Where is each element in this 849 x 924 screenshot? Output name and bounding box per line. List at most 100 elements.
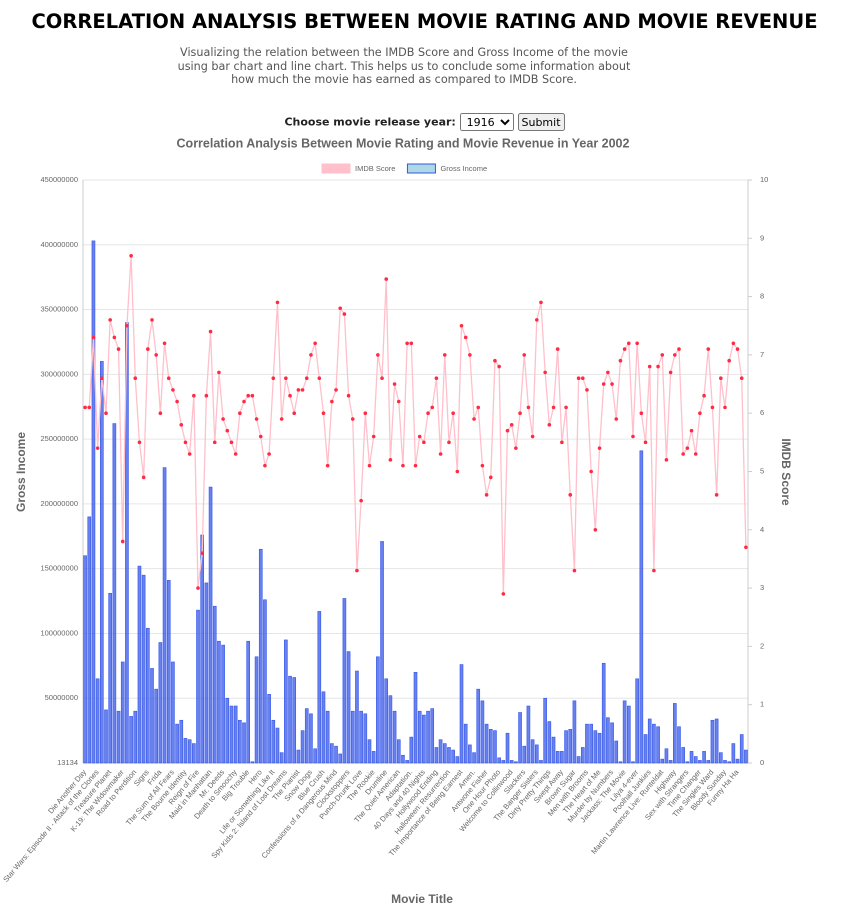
- bar: [91, 240, 96, 764]
- point: [668, 370, 673, 375]
- bar: [476, 688, 481, 764]
- bar: [606, 717, 610, 764]
- point: [242, 399, 246, 404]
- y-tick-label: 450000000: [40, 175, 78, 184]
- bar: [430, 708, 435, 764]
- bar: [388, 695, 393, 764]
- point: [677, 347, 681, 351]
- point: [580, 376, 585, 381]
- bar: [221, 644, 225, 764]
- legend-label: Gross Income: [440, 164, 487, 173]
- point: [300, 388, 305, 392]
- point: [639, 411, 644, 416]
- point: [388, 458, 393, 462]
- point: [455, 469, 460, 474]
- bar: [593, 730, 598, 764]
- y-tick-label: 400000000: [40, 240, 78, 249]
- point: [719, 376, 723, 381]
- year-select[interactable]: 1916: [459, 113, 514, 131]
- y2-tick-label: 5: [760, 466, 764, 475]
- bar: [576, 756, 581, 764]
- point: [488, 475, 493, 480]
- bar: [719, 752, 723, 764]
- bar: [321, 691, 326, 764]
- point: [196, 586, 200, 590]
- point: [275, 300, 280, 305]
- bar: [116, 710, 121, 764]
- y2-tick-label: 4: [760, 525, 764, 534]
- point: [267, 452, 271, 456]
- submit-button[interactable]: Submit: [517, 113, 565, 131]
- bar: [438, 739, 443, 764]
- bar: [601, 662, 606, 764]
- bar: [275, 727, 280, 764]
- point: [438, 452, 443, 456]
- point: [338, 306, 343, 311]
- bar: [635, 678, 639, 764]
- bar: [484, 723, 489, 764]
- bar: [112, 423, 117, 764]
- bar: [739, 734, 744, 764]
- point: [376, 353, 380, 357]
- point: [396, 399, 401, 404]
- bar: [731, 743, 736, 764]
- point: [426, 411, 430, 416]
- bar: [87, 516, 92, 764]
- bar: [330, 743, 334, 764]
- bar: [162, 467, 167, 764]
- bar: [664, 748, 669, 764]
- bar: [304, 708, 309, 764]
- point: [555, 347, 560, 351]
- bar: [714, 718, 719, 764]
- point: [116, 347, 121, 351]
- y-tick-label: 350000000: [40, 305, 78, 314]
- bar: [585, 723, 589, 764]
- point: [698, 411, 702, 416]
- point: [208, 329, 213, 334]
- point: [497, 364, 501, 369]
- bar: [376, 656, 380, 764]
- point: [463, 335, 468, 340]
- bar: [267, 694, 271, 764]
- point: [87, 405, 92, 410]
- point: [392, 382, 397, 386]
- bar: [710, 719, 715, 764]
- point: [296, 388, 301, 392]
- point: [292, 411, 297, 416]
- bar: [509, 760, 514, 764]
- bar: [610, 722, 614, 764]
- bar: [284, 639, 288, 764]
- point: [321, 411, 326, 416]
- y2-tick-label: 10: [760, 175, 768, 184]
- point: [509, 423, 514, 427]
- point: [518, 411, 522, 416]
- bar: [463, 723, 468, 764]
- bar: [129, 716, 133, 764]
- point: [476, 405, 481, 410]
- point: [689, 428, 694, 433]
- bar: [95, 678, 100, 764]
- point: [363, 411, 368, 416]
- point: [597, 446, 602, 450]
- point: [288, 393, 292, 398]
- point: [367, 463, 372, 468]
- bar: [183, 738, 188, 764]
- bar: [317, 611, 322, 764]
- bar: [171, 661, 175, 764]
- bar: [350, 710, 355, 764]
- year-form: Choose movie release year: 1916 Submit: [0, 113, 849, 131]
- point: [551, 405, 556, 410]
- bar: [647, 718, 652, 764]
- point: [342, 312, 347, 316]
- point: [522, 353, 527, 357]
- point: [564, 405, 568, 410]
- bar: [250, 761, 255, 764]
- point: [723, 405, 727, 410]
- bar: [146, 627, 150, 764]
- bar: [551, 736, 556, 764]
- point: [493, 358, 497, 363]
- bar: [359, 710, 363, 764]
- point: [350, 417, 355, 421]
- bar: [384, 678, 389, 764]
- bar: [263, 599, 267, 764]
